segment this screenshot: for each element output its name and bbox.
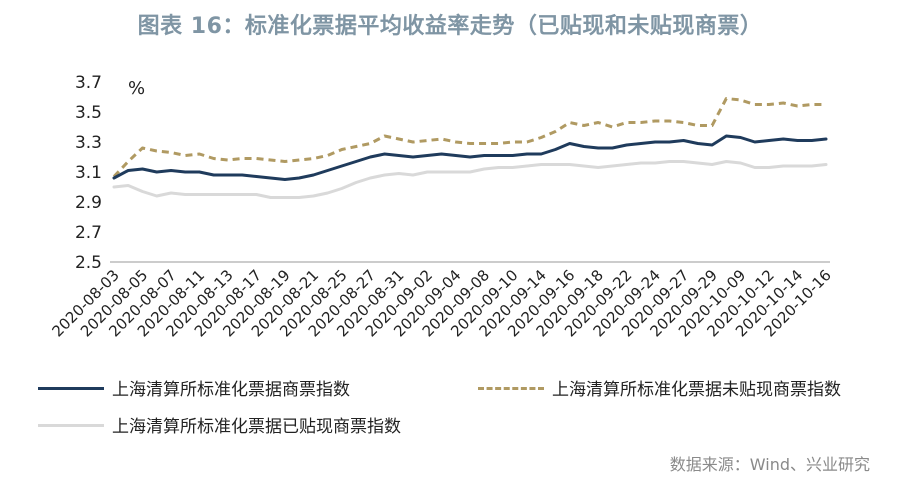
data-source: 数据来源：Wind、兴业研究 [669, 455, 870, 474]
y-tick-label: 2.9 [75, 193, 102, 213]
legend-swatch-series-3 [38, 423, 104, 427]
legend-swatch-series-2 [478, 386, 544, 390]
y-tick-label: 2.7 [75, 223, 102, 243]
legend-label-series-2: 上海清算所标准化票据未贴现商票指数 [552, 380, 841, 400]
legend-item-series-3: 上海清算所标准化票据已贴现商票指数 [38, 412, 401, 437]
legend-label-series-1: 上海清算所标准化票据商票指数 [112, 380, 350, 400]
series-line-1 [112, 134, 828, 181]
y-axis-unit: % [128, 78, 146, 99]
y-tick-label: 3.3 [75, 133, 102, 153]
y-tick-label: 3.5 [75, 103, 102, 123]
legend-item-series-2: 上海清算所标准化票据未贴现商票指数 [478, 375, 841, 400]
legend-swatch-series-1 [38, 386, 104, 390]
legend-item-series-1: 上海清算所标准化票据商票指数 [38, 375, 350, 400]
y-tick-label: 2.5 [75, 253, 102, 273]
y-tick-label: 3.1 [75, 163, 102, 183]
series-line-2 [112, 97, 826, 178]
chart-title: 图表 16：标准化票据平均收益率走势（已贴现和未贴现商票） [137, 14, 763, 39]
legend-label-series-3: 上海清算所标准化票据已贴现商票指数 [112, 417, 401, 437]
series-line-3 [112, 160, 828, 199]
y-tick-label: 3.7 [75, 73, 102, 93]
